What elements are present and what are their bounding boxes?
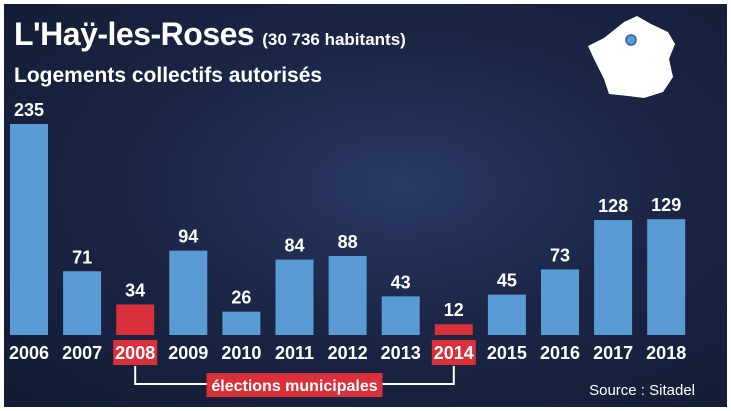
population-label: (30 736 habitants) xyxy=(262,30,406,49)
value-label-2006: 235 xyxy=(14,100,44,120)
year-label-2006: 2006 xyxy=(9,343,49,363)
year-label-2018: 2018 xyxy=(646,343,686,363)
value-label-2008: 34 xyxy=(125,280,145,300)
bar-2010 xyxy=(222,311,261,335)
bar-2013 xyxy=(381,296,420,335)
year-label-2013: 2013 xyxy=(381,343,421,363)
year-label-2007: 2007 xyxy=(62,343,102,363)
bar-2014 xyxy=(434,324,473,335)
bar-2011 xyxy=(275,259,314,335)
bar-chart: 235 71 34 94 26 84 88 43 12 45 73 128 129 2006 2007 20… xyxy=(9,16,686,397)
year-label-2009: 2009 xyxy=(168,343,208,363)
value-label-2014: 12 xyxy=(444,300,464,320)
value-label-2012: 88 xyxy=(338,232,358,252)
value-label-2010: 26 xyxy=(231,288,251,308)
year-label-2016: 2016 xyxy=(540,343,580,363)
bar-2006 xyxy=(10,124,48,335)
value-label-2007: 71 xyxy=(72,247,92,267)
elections-annotation: élections municipales xyxy=(134,366,455,397)
bar-2017 xyxy=(594,220,633,335)
value-label-2009: 94 xyxy=(178,227,198,247)
year-label-2011: 2011 xyxy=(275,343,314,363)
chart-subtitle: Logements collectifs autorisés xyxy=(14,64,323,87)
chart-title: L'Haÿ-les-Roses xyxy=(14,16,255,52)
year-highlight-2008 xyxy=(113,340,158,365)
value-label-2015: 45 xyxy=(497,271,517,291)
bar-2007 xyxy=(63,271,102,335)
value-label-2018: 129 xyxy=(651,195,681,215)
bar-2008 xyxy=(116,304,155,335)
bar-2015 xyxy=(487,294,526,335)
elections-label-bg xyxy=(206,373,383,397)
year-highlight-2014 xyxy=(431,340,476,365)
value-label-2013: 43 xyxy=(391,272,411,292)
year-label-2015: 2015 xyxy=(487,343,527,363)
year-label-2010: 2010 xyxy=(221,343,261,363)
elections-label: élections municipales xyxy=(211,378,377,395)
bar-2018 xyxy=(647,219,686,335)
bar-2016 xyxy=(541,269,579,335)
france-map-icon xyxy=(588,16,675,98)
bar-2009 xyxy=(169,250,208,335)
year-label-2012: 2012 xyxy=(328,343,368,363)
value-label-2017: 128 xyxy=(598,196,628,216)
chart-frame: 235 71 34 94 26 84 88 43 12 45 73 128 129 2006 2007 20… xyxy=(4,4,727,407)
bar-2012 xyxy=(328,255,367,335)
value-label-2016: 73 xyxy=(550,245,570,265)
year-label-2008: 2008 xyxy=(115,343,155,363)
year-label-2014: 2014 xyxy=(434,343,474,363)
source-label: Source : Sitadel xyxy=(589,382,695,399)
value-label-2011: 84 xyxy=(284,236,304,256)
year-label-2017: 2017 xyxy=(593,343,633,363)
